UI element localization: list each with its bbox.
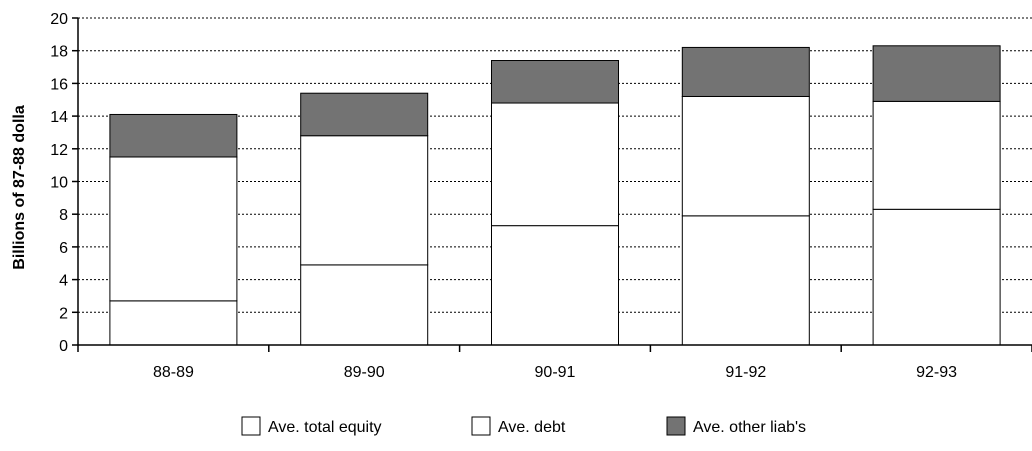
y-axis-label: Billions of 87-88 dolla	[11, 105, 28, 270]
legend: Ave. total equity Ave. debt Ave. other lia…	[241, 416, 806, 436]
y-tick-label: 0	[59, 338, 68, 355]
y-tick-label: 12	[50, 142, 68, 159]
legend-swatch	[241, 416, 261, 436]
legend-label: Ave. total equity	[268, 419, 382, 436]
bar-segment-other-liabs	[872, 45, 1001, 102]
bar-segment-equity	[109, 300, 238, 346]
legend-swatch	[471, 416, 491, 436]
y-tick-label: 16	[50, 76, 68, 93]
y-tick-label: 4	[59, 273, 68, 290]
y-tick-label: 20	[50, 11, 68, 28]
y-tick-label: 2	[59, 305, 68, 322]
y-tick-label: 10	[50, 175, 68, 192]
legend-label: Ave. debt	[498, 419, 566, 436]
x-tick-label: 90-91	[535, 364, 576, 381]
bar-segment-other-liabs	[300, 92, 429, 137]
x-tick-label: 88-89	[153, 364, 194, 381]
y-tick-label: 6	[59, 240, 68, 257]
x-tick-label: 91-92	[725, 364, 766, 381]
bar-segment-other-liabs	[109, 113, 238, 158]
legend-swatch	[666, 416, 686, 436]
bar-segment-debt	[109, 156, 238, 302]
bar-segment-other-liabs	[681, 46, 810, 97]
bars	[109, 45, 1001, 346]
y-tick-label: 8	[59, 207, 68, 224]
bar-segment-debt	[872, 100, 1001, 210]
bar-segment-debt	[681, 95, 810, 217]
y-tick-label: 14	[50, 109, 68, 126]
legend-label: Ave. other liab's	[693, 419, 806, 436]
bar-segment-equity	[491, 225, 619, 346]
bar-segment-other-liabs	[491, 60, 619, 104]
bar-segment-debt	[300, 135, 429, 266]
x-tick-label: 89-90	[344, 364, 385, 381]
bar-segment-equity	[681, 215, 810, 346]
bar-segment-equity	[872, 208, 1001, 346]
x-tick-label: 92-93	[916, 364, 957, 381]
y-tick-label: 18	[50, 44, 68, 61]
bar-segment-debt	[491, 102, 619, 227]
bar-segment-equity	[300, 264, 429, 346]
tick-labels: 0 2 4 6 8 10 12 14 16 18 20 88-89 89-90 90-91 91-92 92-…	[50, 11, 1032, 381]
